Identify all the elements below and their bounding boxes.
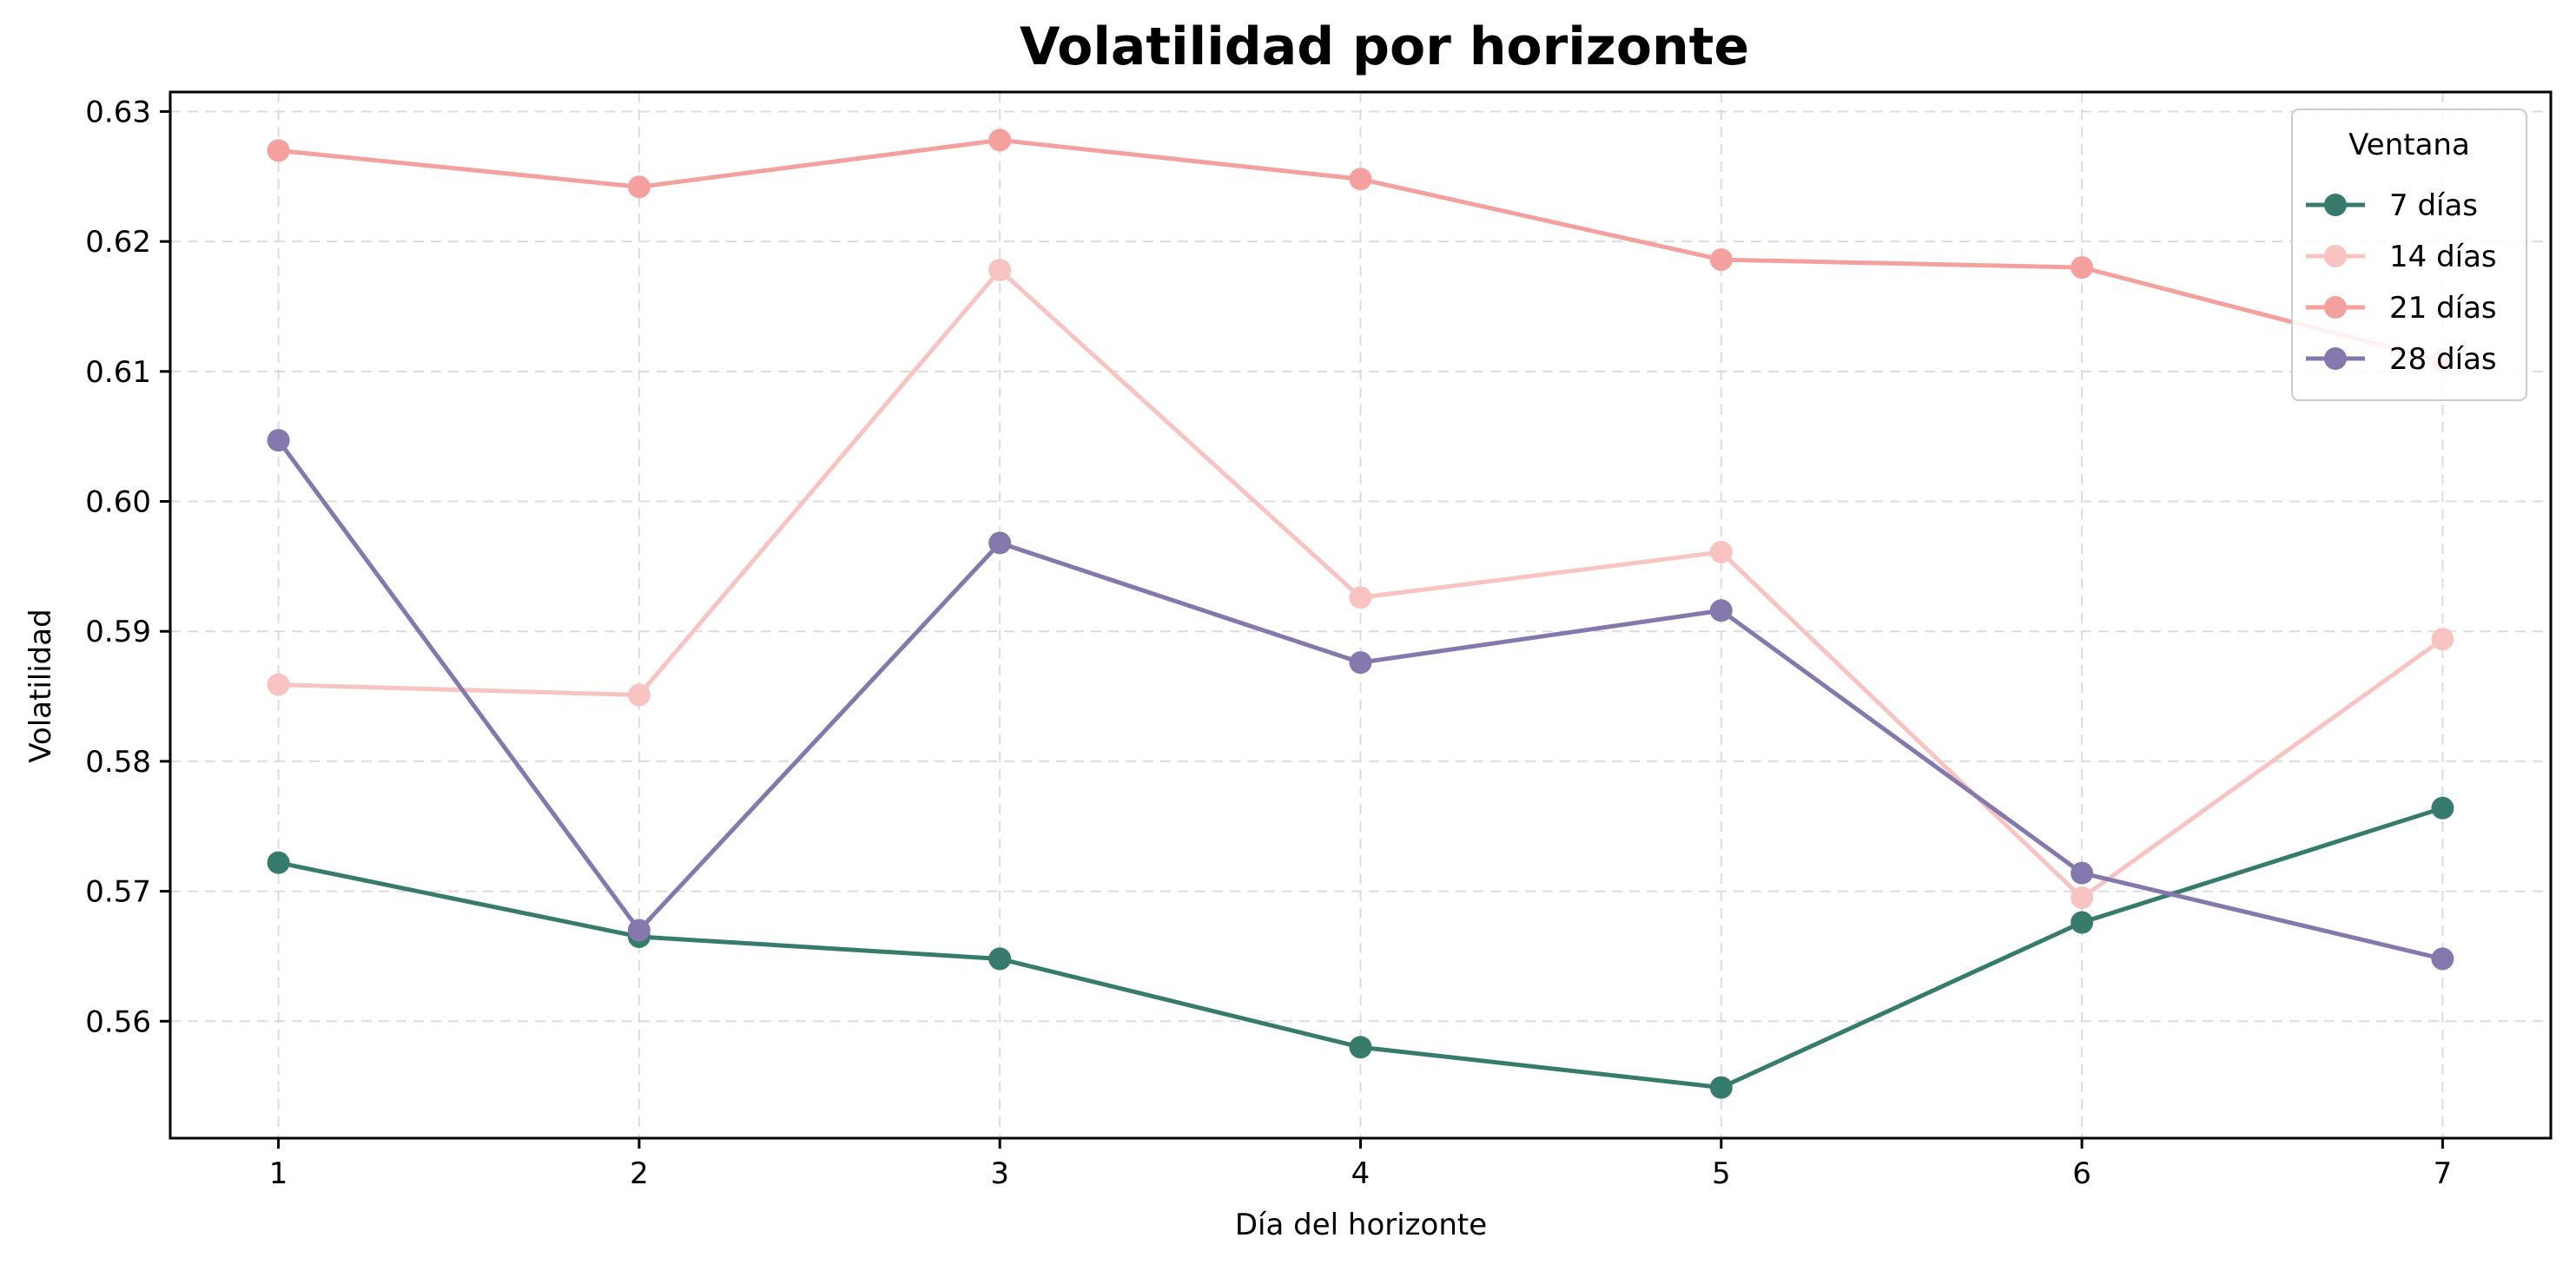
x-tick-label: 6 bbox=[2072, 1156, 2091, 1191]
legend: Ventana 7 días 14 días 21 días 28 días bbox=[2291, 109, 2527, 401]
x-tick-label: 5 bbox=[1712, 1156, 1731, 1191]
legend-entry: 7 días bbox=[2306, 188, 2478, 223]
data-point bbox=[2431, 947, 2454, 971]
y-tick-label: 0.60 bbox=[85, 485, 151, 520]
x-tick-label: 3 bbox=[990, 1156, 1009, 1191]
legend-label: 14 días bbox=[2389, 240, 2497, 274]
data-point bbox=[988, 531, 1012, 555]
data-point bbox=[1709, 599, 1733, 622]
data-point bbox=[627, 919, 651, 942]
data-point bbox=[1349, 586, 1372, 609]
series-4 bbox=[267, 429, 2454, 971]
data-point bbox=[2071, 911, 2094, 934]
legend-marker bbox=[2324, 296, 2347, 319]
chart-title: Volatilidad por horizonte bbox=[1020, 16, 1749, 77]
x-tick-label: 4 bbox=[1351, 1156, 1371, 1191]
y-tick-label: 0.59 bbox=[85, 615, 151, 649]
y-tick-label: 0.57 bbox=[85, 875, 151, 910]
legend-marker bbox=[2324, 194, 2347, 216]
data-point bbox=[988, 947, 1012, 971]
y-tick-label: 0.61 bbox=[85, 355, 151, 390]
x-axis-label: Día del horizonte bbox=[1235, 1208, 1487, 1242]
data-point bbox=[1349, 168, 1372, 191]
legend-entry: 21 días bbox=[2306, 291, 2497, 326]
legend-marker bbox=[2324, 347, 2347, 370]
y-tick-label: 0.58 bbox=[85, 745, 151, 780]
legend-box bbox=[2291, 109, 2527, 401]
data-point bbox=[2431, 628, 2454, 651]
data-point bbox=[988, 128, 1012, 152]
data-point bbox=[1709, 248, 1733, 272]
x-tick-label: 2 bbox=[630, 1156, 649, 1191]
y-tick-label: 0.63 bbox=[85, 95, 151, 129]
legend-entry: 28 días bbox=[2306, 342, 2497, 377]
legend-label: 21 días bbox=[2389, 291, 2497, 326]
axes: 1 2 3 4 5 6 7 0.56 0.57 0.58 0.59 0.60 0.61 0.62 0.63 bbox=[85, 95, 2452, 1191]
data-point bbox=[267, 429, 290, 452]
y-tick-label: 0.62 bbox=[85, 225, 151, 260]
plot-frame bbox=[168, 90, 2553, 1140]
x-tick-label: 7 bbox=[2434, 1156, 2453, 1191]
data-point bbox=[627, 683, 651, 707]
legend-title: Ventana bbox=[2348, 128, 2470, 162]
data-point bbox=[267, 139, 290, 162]
y-tick-label: 0.56 bbox=[85, 1004, 151, 1039]
data-point bbox=[2431, 796, 2454, 820]
legend-marker bbox=[2324, 245, 2347, 267]
data-point bbox=[627, 175, 651, 199]
data-point bbox=[267, 851, 290, 874]
y-axis-label: Volatilidad bbox=[23, 609, 58, 762]
data-point bbox=[2071, 256, 2094, 280]
grid bbox=[170, 92, 2551, 1138]
legend-label: 28 días bbox=[2389, 342, 2497, 377]
x-tick-label: 1 bbox=[269, 1156, 288, 1191]
data-point bbox=[1349, 651, 1372, 675]
data-point bbox=[1709, 540, 1733, 563]
data-point bbox=[1709, 1076, 1733, 1099]
data-point bbox=[2071, 861, 2094, 885]
legend-label: 7 días bbox=[2389, 188, 2478, 223]
series-2 bbox=[267, 259, 2454, 910]
data-point bbox=[988, 259, 1012, 282]
legend-entry: 14 días bbox=[2306, 240, 2497, 274]
data-point bbox=[1349, 1036, 1372, 1059]
series-group bbox=[267, 128, 2454, 1099]
data-point bbox=[267, 673, 290, 696]
data-point bbox=[2071, 886, 2094, 910]
